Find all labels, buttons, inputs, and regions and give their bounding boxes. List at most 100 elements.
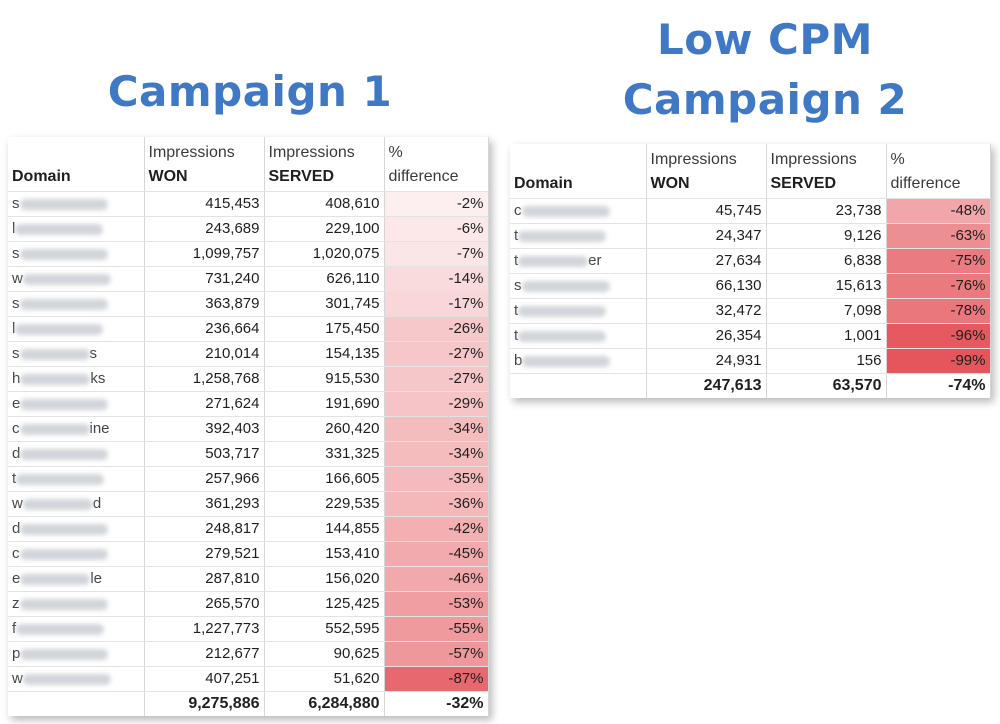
diff-cell: -46%: [384, 566, 489, 592]
won-cell: 26,354: [646, 323, 767, 349]
table-row: s 415,453 408,610 -2%: [8, 191, 489, 217]
served-cell: 23,738: [766, 198, 887, 224]
table-row: s 1,099,757 1,020,075 -7%: [8, 241, 489, 267]
table-row: e 271,624 191,690 -29%: [8, 391, 489, 417]
campaign1-rows: s 415,453 408,610 -2% l 243,689 229,100 -6% s 1,0…: [8, 191, 489, 692]
won-cell: 243,689: [144, 216, 265, 242]
campaign1-title: Campaign 1: [107, 67, 393, 116]
diff-cell: -17%: [384, 291, 489, 317]
domain-cell: d: [8, 516, 145, 542]
redacted-domain: [20, 398, 109, 410]
redacted-domain: [19, 198, 108, 210]
domain-cell: w: [8, 666, 145, 692]
diff-cell: -2%: [384, 191, 489, 217]
domain-prefix: l: [12, 320, 16, 337]
table-row: c 45,745 23,738 -48%: [510, 198, 991, 224]
redacted-domain: [20, 523, 109, 535]
won-cell: 210,014: [144, 341, 265, 367]
table-row: f 1,227,773 552,595 -55%: [8, 616, 489, 642]
table-row: t er 27,634 6,838 -75%: [510, 248, 991, 274]
diff-cell: -48%: [886, 198, 991, 224]
redacted-domain: [19, 423, 90, 435]
diff-cell: -34%: [384, 416, 489, 442]
table-row: p 212,677 90,625 -57%: [8, 641, 489, 667]
total-served: 6,284,880: [264, 691, 385, 716]
diff-cell: -45%: [384, 541, 489, 567]
domain-prefix: h: [12, 370, 21, 387]
served-cell: 15,613: [766, 273, 887, 299]
served-cell: 153,410: [264, 541, 385, 567]
table-row: s 363,879 301,745 -17%: [8, 291, 489, 317]
total-row: 247,613 63,570 -74%: [510, 373, 991, 398]
domain-prefix: s: [12, 295, 20, 312]
won-cell: 45,745: [646, 198, 767, 224]
pct-difference-header: % difference: [886, 144, 991, 199]
diff-cell: -99%: [886, 348, 991, 374]
redacted-domain: [518, 255, 589, 267]
diff-cell: -34%: [384, 441, 489, 467]
campaign2-table: Domain Impressions WON Impressions SERVED …: [510, 144, 991, 398]
domain-cell: e le: [8, 566, 145, 592]
domain-cell: s: [8, 191, 145, 217]
domain-suffix: ine: [89, 420, 110, 437]
served-cell: 9,126: [766, 223, 887, 249]
domain-cell: b: [510, 348, 647, 374]
redacted-domain: [16, 473, 105, 485]
table-row: l 243,689 229,100 -6%: [8, 216, 489, 242]
domain-prefix: f: [12, 620, 17, 637]
served-cell: 175,450: [264, 316, 385, 342]
won-cell: 257,966: [144, 466, 265, 492]
domain-prefix: d: [12, 445, 21, 462]
campaign2-title-line2: Campaign 2: [622, 75, 908, 124]
table-row: z 265,570 125,425 -53%: [8, 591, 489, 617]
served-cell: 154,135: [264, 341, 385, 367]
served-cell: 166,605: [264, 466, 385, 492]
won-cell: 212,677: [144, 641, 265, 667]
won-cell: 1,258,768: [144, 366, 265, 392]
total-row: 9,275,886 6,284,880 -32%: [8, 691, 489, 716]
redacted-domain: [20, 448, 109, 460]
redacted-domain: [22, 673, 111, 685]
diff-cell: -14%: [384, 266, 489, 292]
redacted-domain: [19, 548, 108, 560]
diff-cell: -76%: [886, 273, 991, 299]
won-cell: 27,634: [646, 248, 767, 274]
won-cell: 265,570: [144, 591, 265, 617]
redacted-domain: [518, 330, 607, 342]
domain-suffix: s: [89, 345, 98, 362]
served-cell: 7,098: [766, 298, 887, 324]
diff-cell: -26%: [384, 316, 489, 342]
domain-prefix: s: [514, 277, 522, 294]
redacted-domain: [19, 348, 90, 360]
domain-prefix: w: [12, 670, 23, 687]
total-diff: -74%: [886, 373, 991, 398]
served-header: Impressions SERVED: [264, 137, 385, 192]
diff-cell: -96%: [886, 323, 991, 349]
diff-cell: -36%: [384, 491, 489, 517]
header-row: Domain Impressions WON Impressions SERVED …: [8, 137, 489, 192]
table-row: t 26,354 1,001 -96%: [510, 323, 991, 349]
domain-prefix: d: [12, 520, 21, 537]
domain-prefix: s: [12, 345, 20, 362]
redacted-domain: [20, 573, 91, 585]
domain-cell: s: [8, 241, 145, 267]
served-cell: 6,838: [766, 248, 887, 274]
diff-cell: -75%: [886, 248, 991, 274]
campaign2-title: Low CPM Campaign 2: [600, 10, 930, 130]
redacted-domain: [19, 598, 108, 610]
domain-cell: z: [8, 591, 145, 617]
served-cell: 301,745: [264, 291, 385, 317]
domain-cell: e: [8, 391, 145, 417]
domain-prefix: e: [12, 395, 21, 412]
total-label: [8, 691, 145, 716]
won-cell: 731,240: [144, 266, 265, 292]
redacted-domain: [22, 273, 111, 285]
pct-difference-header: % difference: [384, 137, 489, 192]
redacted-domain: [15, 223, 104, 235]
served-header: Impressions SERVED: [766, 144, 887, 199]
diff-cell: -7%: [384, 241, 489, 267]
redacted-domain: [522, 355, 611, 367]
domain-prefix: c: [514, 202, 522, 219]
domain-prefix: w: [12, 270, 23, 287]
served-cell: 156: [766, 348, 887, 374]
